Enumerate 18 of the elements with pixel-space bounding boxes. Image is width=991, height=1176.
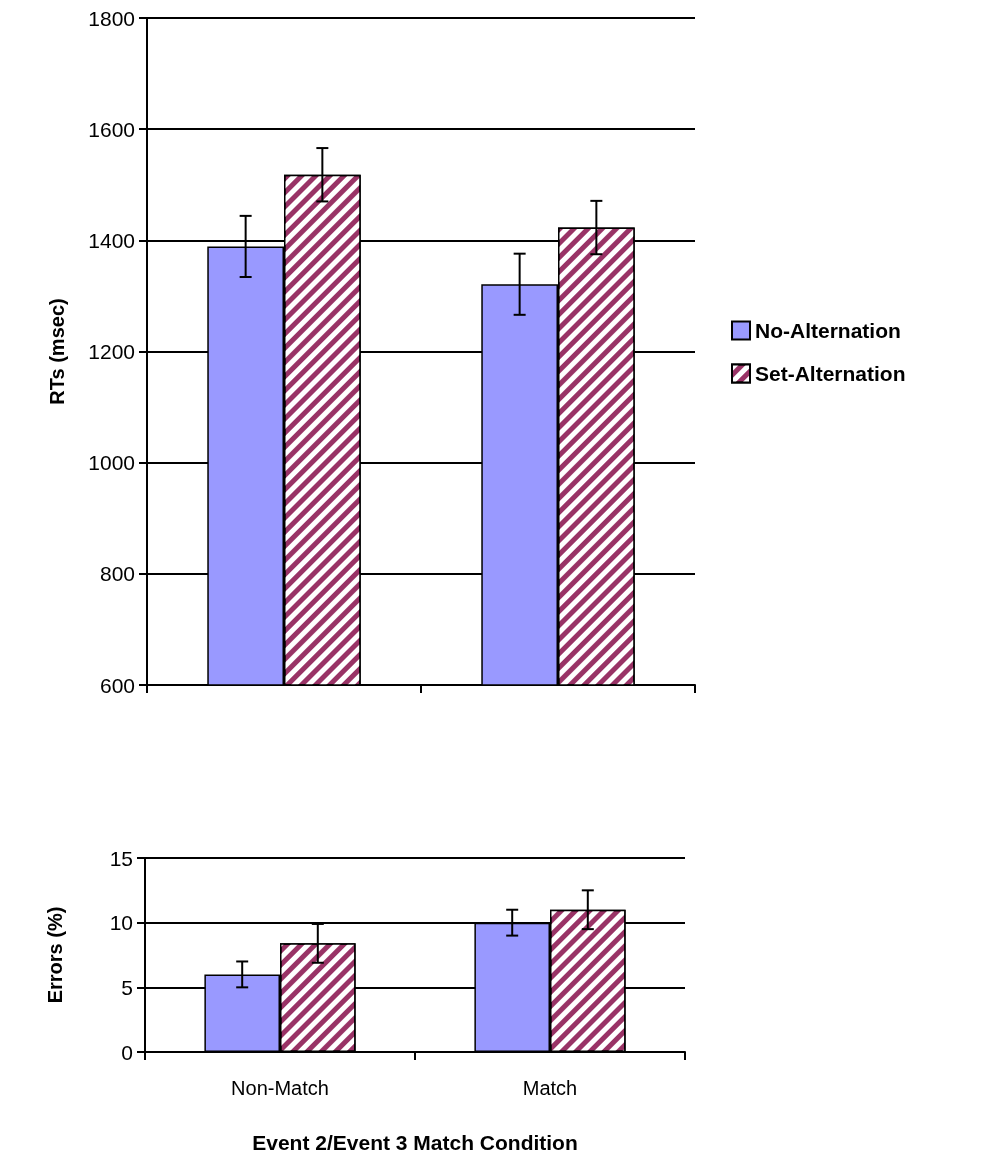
y-tick-label: 1000 — [88, 451, 135, 475]
x-tick-label: Non-Match — [231, 1077, 329, 1099]
y-tick-label: 5 — [121, 975, 133, 999]
y-tick-label: 10 — [109, 911, 133, 935]
y-tick-label: 1200 — [88, 340, 135, 363]
legend-label: No-Alternation — [755, 319, 901, 342]
x-tick-label: Match — [522, 1077, 578, 1099]
y-axis-title: Errors (%) — [44, 906, 66, 1004]
y-tick-label: 15 — [109, 846, 133, 870]
x-axis-title: Event 2/Event 3 Match Condition — [252, 1131, 578, 1154]
y-tick-label: 0 — [121, 1040, 133, 1064]
y-tick-label: 1600 — [88, 117, 135, 141]
y-tick-label: 1800 — [88, 6, 135, 30]
y-axis-title: RTs (msec) — [46, 298, 68, 405]
y-tick-label: 1400 — [88, 228, 135, 252]
legend-label: Set-Alternation — [755, 362, 906, 385]
y-tick-label: 600 — [99, 673, 135, 697]
y-tick-label: 800 — [99, 562, 135, 586]
